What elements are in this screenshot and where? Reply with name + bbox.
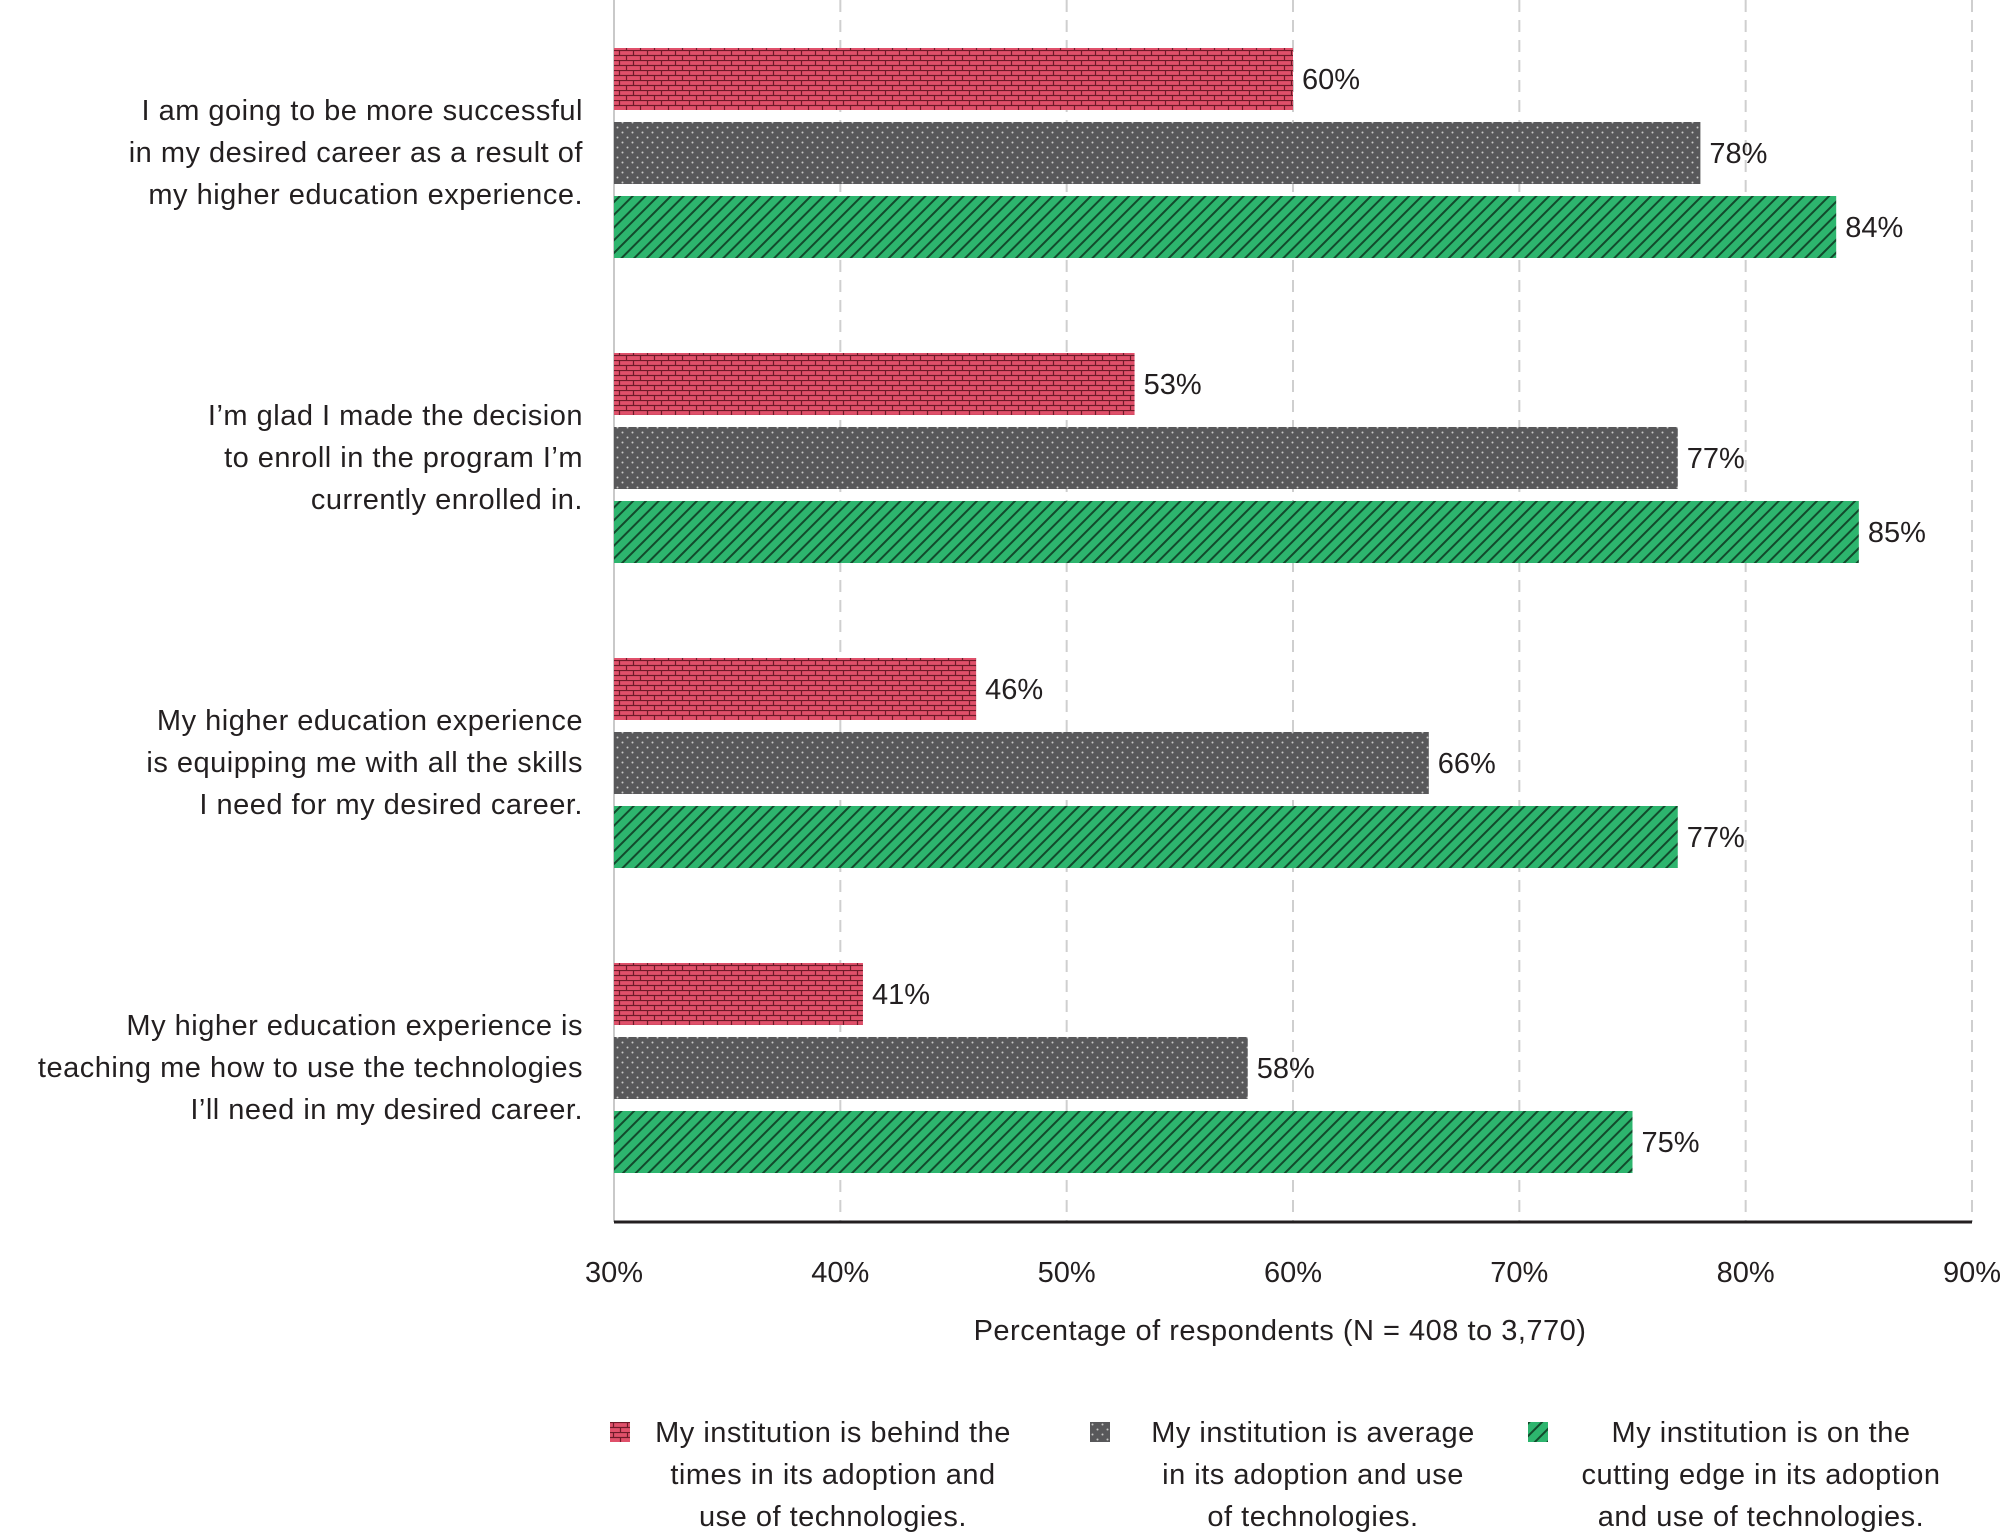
bar-value-label: 77%: [1687, 443, 1745, 475]
category-label: I am going to be more successful in my de…: [0, 90, 583, 216]
x-tick-label: 40%: [811, 1257, 869, 1289]
bar-value-label: 46%: [985, 674, 1043, 706]
bar: [614, 1111, 1633, 1173]
bar: [614, 732, 1429, 794]
bars-group: [614, 48, 1859, 1173]
x-axis: 30% 40% 50% 60% 70% 80% 90%: [585, 1220, 2000, 1289]
legend-label-line: cutting edge in its adoption: [1581, 1459, 1941, 1491]
category-label-line: I am going to be more successful: [141, 95, 583, 127]
bar-value-label: 78%: [1709, 138, 1767, 170]
bar-value-label: 75%: [1642, 1127, 1700, 1159]
bar-value-label: 66%: [1438, 748, 1496, 780]
x-tick-label: 90%: [1943, 1257, 2000, 1289]
bar: [614, 48, 1293, 110]
legend-label-line: in its adoption and use: [1162, 1459, 1464, 1491]
x-tick-label: 70%: [1490, 1257, 1548, 1289]
legend-label-line: use of technologies.: [699, 1501, 967, 1533]
bar-value-label: 84%: [1845, 212, 1903, 244]
bar-value-label: 60%: [1302, 64, 1360, 96]
legend-label: My institution is behind the times in its…: [610, 1412, 1030, 1538]
category-label: I’m glad I made the decision to enroll in…: [0, 395, 583, 521]
category-label-line: is equipping me with all the skills: [146, 747, 583, 779]
category-label-line: my higher education experience.: [148, 179, 583, 211]
legend-item: My institution is behind the times in its…: [610, 1412, 1030, 1538]
category-label-line: I’m glad I made the decision: [207, 400, 583, 432]
category-label-line: currently enrolled in.: [310, 484, 583, 516]
bar: [614, 353, 1135, 415]
legend-label-line: My institution is behind the: [655, 1417, 1011, 1449]
x-tick-label: 30%: [585, 1257, 643, 1289]
category-label-line: I need for my desired career.: [199, 789, 583, 821]
category-label: My higher education experience is equippi…: [0, 700, 583, 826]
category-label-line: My higher education experience is: [126, 1010, 583, 1042]
legend-item: My institution is average in its adoption…: [1090, 1412, 1510, 1538]
legend-swatch: [1090, 1422, 1110, 1442]
legend-swatch: [610, 1422, 630, 1442]
legend-label-line: My institution is average: [1151, 1417, 1475, 1449]
bar: [614, 1037, 1248, 1099]
legend-label: My institution is average in its adoption…: [1090, 1412, 1510, 1538]
legend-label-line: times in its adoption and: [670, 1459, 996, 1491]
bar: [614, 427, 1678, 489]
category-label-line: in my desired career as a result of: [128, 137, 583, 169]
x-axis-title: Percentage of respondents (N = 408 to 3,…: [973, 1315, 1587, 1347]
category-label-line: My higher education experience: [156, 705, 583, 737]
category-label-line: I’ll need in my desired career.: [190, 1094, 583, 1126]
category-label-line: to enroll in the program I’m: [224, 442, 583, 474]
bar-value-label: 53%: [1144, 369, 1202, 401]
x-tick-label: 80%: [1717, 1257, 1775, 1289]
legend-label-line: and use of technologies.: [1597, 1501, 1925, 1533]
bar: [614, 501, 1859, 563]
bar-value-label: 77%: [1687, 822, 1745, 854]
x-tick-label: 50%: [1038, 1257, 1096, 1289]
value-labels-group: 60% 78% 84% 53% 77% 85% 46% 66% 77% 41% 58% 75%: [872, 64, 1926, 1159]
bar: [614, 806, 1678, 868]
bar: [614, 196, 1837, 258]
bar-value-label: 58%: [1257, 1053, 1315, 1085]
bar: [614, 963, 863, 1025]
legend-label-line: My institution is on the: [1611, 1417, 1911, 1449]
bar: [614, 658, 977, 720]
legend-item: My institution is on the cutting edge in …: [1528, 1412, 1968, 1538]
category-label: My higher education experience is teachin…: [0, 1005, 583, 1131]
category-label-line: teaching me how to use the technologies: [37, 1052, 583, 1084]
legend-label: My institution is on the cutting edge in …: [1528, 1412, 1968, 1538]
bar-value-label: 41%: [872, 979, 930, 1011]
bar: [614, 122, 1701, 184]
legend-swatch: [1528, 1422, 1548, 1442]
bar-value-label: 85%: [1868, 517, 1926, 549]
x-tick-label: 60%: [1264, 1257, 1322, 1289]
legend-label-line: of technologies.: [1207, 1501, 1419, 1533]
